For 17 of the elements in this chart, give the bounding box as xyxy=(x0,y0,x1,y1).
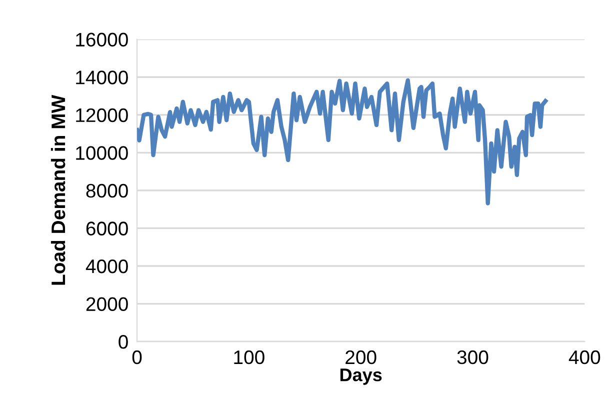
y-axis-title: Load Demand in MW xyxy=(50,94,66,285)
y-tick-label: 0 xyxy=(118,335,128,349)
x-tick-label: 100 xyxy=(234,350,264,364)
y-tick-label: 4000 xyxy=(86,259,128,274)
x-tick-label: 0 xyxy=(132,350,142,364)
x-tick-label: 200 xyxy=(346,350,376,364)
y-tick-label: 2000 xyxy=(86,297,128,312)
x-axis-title: Days xyxy=(340,368,382,385)
y-tick-label: 6000 xyxy=(86,222,128,236)
x-tick-label: 300 xyxy=(457,350,488,364)
x-tick-label: 400 xyxy=(568,350,600,364)
line-series xyxy=(137,78,548,206)
y-tick-label: 8000 xyxy=(86,184,128,198)
y-tick-label: 16000 xyxy=(76,32,128,47)
y-tick-label: 10000 xyxy=(76,146,128,160)
y-tick-label: 14000 xyxy=(76,70,128,84)
y-tick-label: 12000 xyxy=(76,108,128,122)
